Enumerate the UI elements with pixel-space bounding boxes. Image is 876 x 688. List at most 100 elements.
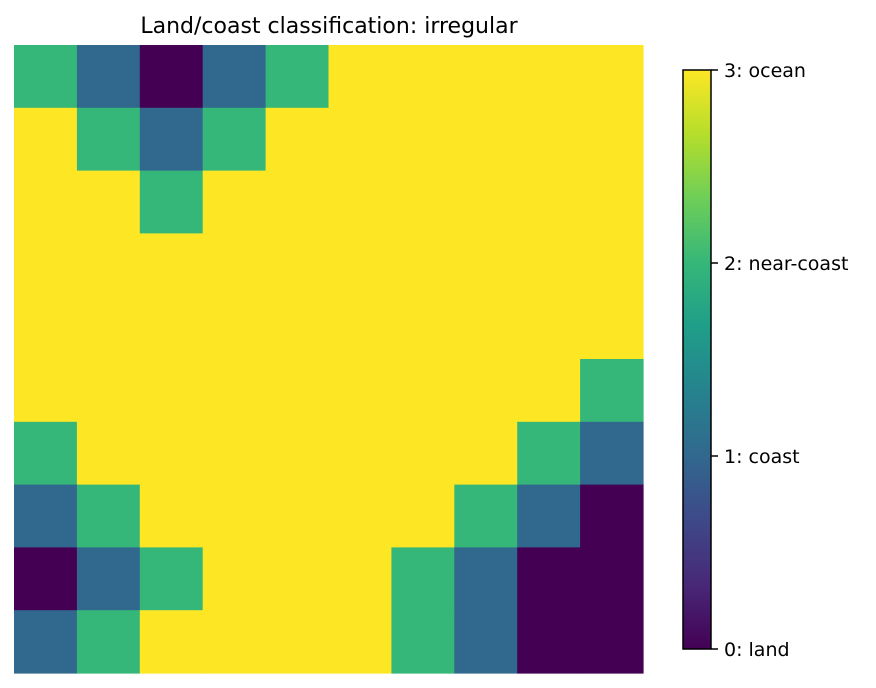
heatmap-cell-r0-c5 — [328, 45, 392, 109]
heatmap-cell-r6-c0 — [14, 421, 78, 486]
chart-title: Land/coast classification: irregular — [140, 14, 518, 39]
colorbar-bar — [682, 69, 712, 650]
heatmap-cell-r6-c3 — [202, 421, 267, 486]
heatmap-cell-r4-c1 — [76, 296, 141, 360]
heatmap-cell-r4-c9 — [580, 296, 644, 360]
heatmap-cell-r9-c7 — [454, 610, 518, 674]
heatmap-grid — [14, 45, 644, 674]
heatmap-cell-r1-c3 — [202, 107, 267, 172]
heatmap-cell-r8-c0 — [14, 547, 78, 611]
heatmap-cell-r6-c9 — [580, 421, 644, 486]
heatmap-cell-r1-c0 — [14, 107, 78, 172]
heatmap-cell-r5-c9 — [580, 359, 644, 423]
heatmap-cell-r0-c2 — [139, 45, 204, 109]
heatmap-cell-r0-c4 — [265, 45, 330, 109]
heatmap-cell-r5-c4 — [265, 359, 330, 423]
heatmap-cell-r6-c5 — [328, 421, 392, 486]
heatmap-cell-r9-c2 — [139, 610, 204, 674]
colorbar-tick-label-3: 3: ocean — [724, 60, 806, 82]
heatmap-cell-r2-c6 — [391, 170, 455, 234]
heatmap-cell-r2-c4 — [265, 170, 330, 234]
heatmap-cell-r0-c9 — [580, 45, 644, 109]
heatmap-cell-r8-c9 — [580, 547, 644, 611]
heatmap-cell-r4-c2 — [139, 296, 204, 360]
heatmap-cell-r3-c7 — [454, 233, 518, 297]
heatmap-cell-r6-c2 — [139, 421, 204, 486]
heatmap-cell-r3-c9 — [580, 233, 644, 297]
heatmap-cell-r1-c6 — [391, 107, 455, 172]
heatmap-cell-r5-c8 — [517, 359, 581, 423]
heatmap-cell-r8-c3 — [202, 547, 267, 611]
heatmap-cell-r6-c4 — [265, 421, 330, 486]
heatmap-cell-r8-c8 — [517, 547, 581, 611]
heatmap-cell-r7-c2 — [139, 484, 204, 548]
heatmap-cell-r3-c4 — [265, 233, 330, 297]
heatmap-cell-r4-c7 — [454, 296, 518, 360]
heatmap-cell-r3-c1 — [76, 233, 141, 297]
heatmap-cell-r6-c8 — [517, 421, 581, 486]
heatmap-cell-r5-c2 — [139, 359, 204, 423]
heatmap-cell-r4-c5 — [328, 296, 392, 360]
heatmap-cell-r1-c9 — [580, 107, 644, 172]
colorbar-tick-label-1: 1: coast — [724, 446, 800, 468]
heatmap-cell-r0-c7 — [454, 45, 518, 109]
heatmap-cell-r5-c7 — [454, 359, 518, 423]
heatmap-cell-r9-c0 — [14, 610, 78, 674]
heatmap-cell-r9-c9 — [580, 610, 644, 674]
heatmap-cell-r7-c3 — [202, 484, 267, 548]
heatmap-cell-r3-c3 — [202, 233, 267, 297]
heatmap-cell-r0-c1 — [76, 45, 141, 109]
heatmap-cell-r7-c7 — [454, 484, 518, 548]
heatmap-cell-r4-c6 — [391, 296, 455, 360]
heatmap-cell-r7-c9 — [580, 484, 644, 548]
heatmap-cell-r4-c4 — [265, 296, 330, 360]
heatmap-cell-r9-c8 — [517, 610, 581, 674]
heatmap-cell-r7-c6 — [391, 484, 455, 548]
heatmap-cell-r9-c1 — [76, 610, 141, 674]
heatmap-cell-r0-c3 — [202, 45, 267, 109]
heatmap-cell-r6-c6 — [391, 421, 455, 486]
heatmap-cell-r2-c8 — [517, 170, 581, 234]
heatmap-cell-r8-c4 — [265, 547, 330, 611]
heatmap-cell-r7-c0 — [14, 484, 78, 548]
heatmap-cell-r8-c7 — [454, 547, 518, 611]
heatmap-cell-r1-c1 — [76, 107, 141, 172]
heatmap-cell-r2-c5 — [328, 170, 392, 234]
heatmap-cell-r2-c1 — [76, 170, 141, 234]
heatmap-cell-r2-c0 — [14, 170, 78, 234]
heatmap-cell-r6-c1 — [76, 421, 141, 486]
heatmap-cell-r7-c4 — [265, 484, 330, 548]
heatmap-cell-r7-c8 — [517, 484, 581, 548]
heatmap-cell-r2-c2 — [139, 170, 204, 234]
heatmap-cell-r5-c5 — [328, 359, 392, 423]
heatmap-cell-r4-c8 — [517, 296, 581, 360]
heatmap-cell-r0-c8 — [517, 45, 581, 109]
colorbar-tick-label-0: 0: land — [724, 639, 790, 661]
heatmap-cell-r2-c3 — [202, 170, 267, 234]
heatmap-cell-r2-c9 — [580, 170, 644, 234]
heatmap-cell-r5-c3 — [202, 359, 267, 423]
heatmap-cell-r9-c6 — [391, 610, 455, 674]
heatmap-cell-r9-c5 — [328, 610, 392, 674]
heatmap-cell-r3-c6 — [391, 233, 455, 297]
heatmap-cell-r1-c4 — [265, 107, 330, 172]
heatmap-cell-r9-c3 — [202, 610, 267, 674]
heatmap-cell-r4-c3 — [202, 296, 267, 360]
heatmap-cell-r1-c2 — [139, 107, 204, 172]
heatmap-cell-r1-c7 — [454, 107, 518, 172]
heatmap-cell-r5-c1 — [76, 359, 141, 423]
heatmap-cell-r5-c6 — [391, 359, 455, 423]
heatmap-cell-r4-c0 — [14, 296, 78, 360]
heatmap-cell-r7-c1 — [76, 484, 141, 548]
heatmap-cell-r0-c6 — [391, 45, 455, 109]
heatmap-cell-r8-c5 — [328, 547, 392, 611]
heatmap-cell-r9-c4 — [265, 610, 330, 674]
heatmap-cell-r2-c7 — [454, 170, 518, 234]
heatmap-cell-r3-c8 — [517, 233, 581, 297]
heatmap-cell-r3-c5 — [328, 233, 392, 297]
heatmap-cell-r8-c6 — [391, 547, 455, 611]
colorbar-tick-label-2: 2: near-coast — [724, 253, 848, 275]
heatmap-cell-r6-c7 — [454, 421, 518, 486]
heatmap-cell-r5-c0 — [14, 359, 78, 423]
